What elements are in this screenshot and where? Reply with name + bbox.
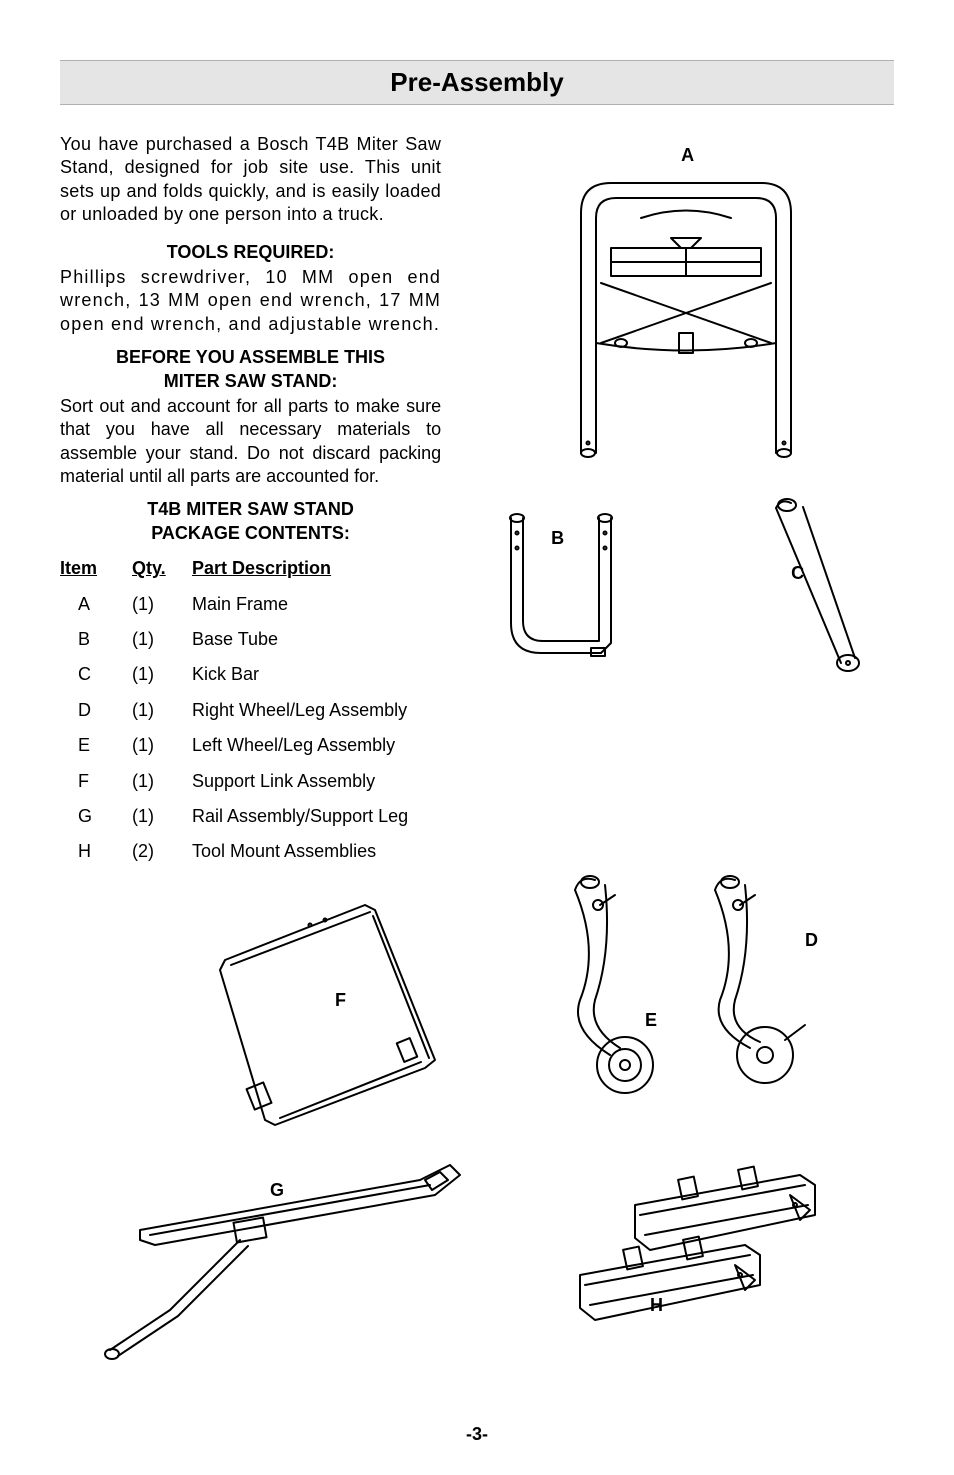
cell-item: H — [60, 840, 132, 863]
cell-qty: (1) — [132, 663, 192, 686]
figure-c-label: C — [791, 563, 804, 584]
table-row: B (1) Base Tube — [60, 628, 441, 651]
support-link-icon — [195, 890, 465, 1140]
cell-item: B — [60, 628, 132, 651]
cell-desc: Right Wheel/Leg Assembly — [192, 699, 441, 722]
cell-item: C — [60, 663, 132, 686]
main-frame-icon — [521, 163, 851, 463]
figure-e-label: E — [645, 1010, 657, 1031]
section-header: Pre-Assembly — [60, 60, 894, 105]
before-heading-line1: BEFORE YOU ASSEMBLE THIS — [60, 346, 441, 369]
cell-desc: Kick Bar — [192, 663, 441, 686]
cell-desc: Main Frame — [192, 593, 441, 616]
figure-de: E D — [540, 860, 880, 1110]
cell-desc: Rail Assembly/Support Leg — [192, 805, 441, 828]
kick-bar-icon — [731, 493, 891, 683]
figure-b-label: B — [551, 528, 564, 549]
cell-desc: Tool Mount Assemblies — [192, 840, 441, 863]
page-number: -3- — [0, 1424, 954, 1445]
figure-g-label: G — [270, 1180, 284, 1201]
cell-item: D — [60, 699, 132, 722]
intro-paragraph: You have purchased a Bosch T4B Miter Saw… — [60, 133, 441, 227]
figure-c: C — [731, 493, 891, 683]
table-row: H (2) Tool Mount Assemblies — [60, 840, 441, 863]
right-column: A B — [481, 133, 894, 876]
cell-desc: Support Link Assembly — [192, 770, 441, 793]
figure-f-label: F — [335, 990, 346, 1011]
tool-mount-icon — [540, 1160, 890, 1350]
cell-qty: (1) — [132, 734, 192, 757]
wheel-leg-icon — [540, 860, 880, 1110]
cell-qty: (1) — [132, 699, 192, 722]
cell-qty: (1) — [132, 770, 192, 793]
cell-item: A — [60, 593, 132, 616]
cell-desc: Left Wheel/Leg Assembly — [192, 734, 441, 757]
left-column: You have purchased a Bosch T4B Miter Saw… — [60, 133, 441, 876]
figure-h: H — [540, 1160, 890, 1350]
cell-item: G — [60, 805, 132, 828]
header-item: Item — [60, 557, 132, 580]
table-row: G (1) Rail Assembly/Support Leg — [60, 805, 441, 828]
cell-qty: (1) — [132, 628, 192, 651]
cell-qty: (1) — [132, 593, 192, 616]
base-tube-icon — [481, 503, 681, 673]
figure-b: B — [481, 503, 681, 673]
content-columns: You have purchased a Bosch T4B Miter Saw… — [60, 133, 894, 876]
header-desc: Part Description — [192, 557, 441, 580]
cell-qty: (2) — [132, 840, 192, 863]
table-row: A (1) Main Frame — [60, 593, 441, 616]
tools-heading: TOOLS REQUIRED: — [60, 241, 441, 264]
table-row: E (1) Left Wheel/Leg Assembly — [60, 734, 441, 757]
contents-heading-line1: T4B MITER SAW STAND — [60, 498, 441, 521]
cell-desc: Base Tube — [192, 628, 441, 651]
before-paragraph: Sort out and account for all parts to ma… — [60, 395, 441, 489]
figure-a: A — [521, 163, 851, 463]
table-row: F (1) Support Link Assembly — [60, 770, 441, 793]
figure-a-label: A — [681, 145, 694, 166]
figure-f: F — [195, 890, 465, 1140]
header-qty: Qty. — [132, 557, 192, 580]
tools-paragraph: Phillips screwdriver, 10 MM open end wre… — [60, 266, 441, 336]
figure-d-label: D — [805, 930, 818, 951]
figure-h-label: H — [650, 1295, 663, 1316]
figure-g: G — [80, 1150, 480, 1370]
parts-table-header: Item Qty. Part Description — [60, 557, 441, 580]
cell-item: F — [60, 770, 132, 793]
section-title: Pre-Assembly — [390, 67, 563, 97]
cell-qty: (1) — [132, 805, 192, 828]
before-heading-line2: MITER SAW STAND: — [60, 370, 441, 393]
contents-heading-line2: PACKAGE CONTENTS: — [60, 522, 441, 545]
cell-item: E — [60, 734, 132, 757]
table-row: D (1) Right Wheel/Leg Assembly — [60, 699, 441, 722]
table-row: C (1) Kick Bar — [60, 663, 441, 686]
